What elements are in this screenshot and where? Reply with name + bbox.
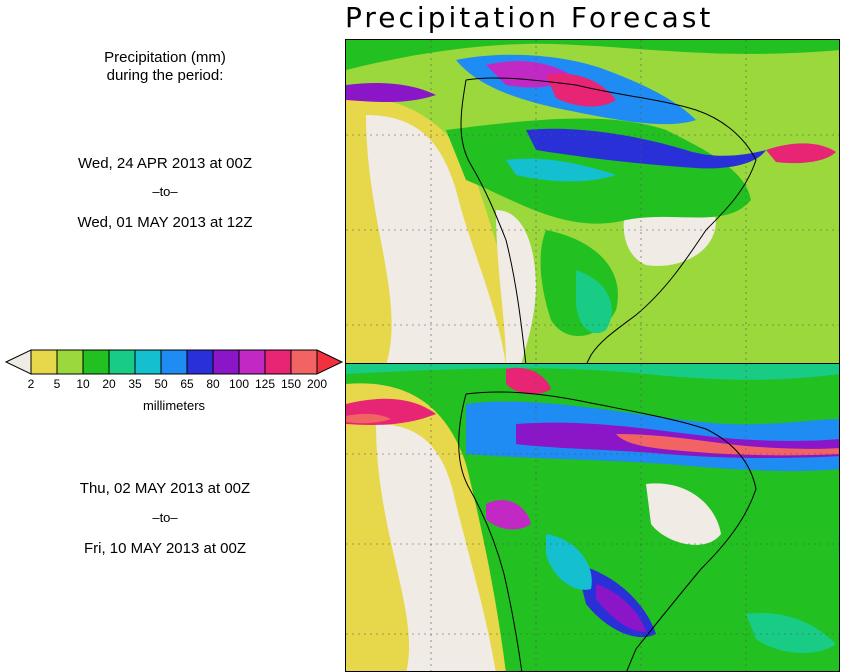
maps-container (345, 39, 840, 672)
legend-swatch (56, 349, 84, 375)
legend-tick-label: 150 (280, 377, 302, 391)
period-heading-line2: during the period: (106, 67, 224, 84)
legend-swatch (212, 349, 240, 375)
legend-swatch (264, 349, 292, 375)
legend-tick-label: 35 (128, 377, 142, 391)
legend-swatch (134, 349, 162, 375)
period-heading-line1: Precipitation (mm) (104, 49, 226, 66)
period1-to: –to– (152, 184, 178, 199)
period1-start: Wed, 24 APR 2013 at 00Z (77, 155, 252, 172)
legend-tick-label: 20 (102, 377, 116, 391)
legend-tick-label: 80 (206, 377, 220, 391)
legend-tick-label: 200 (306, 377, 328, 391)
legend-tick-label: 10 (76, 377, 90, 391)
legend-below-arrow (4, 349, 32, 375)
period2-start: Thu, 02 MAY 2013 at 00Z (79, 480, 251, 497)
map-period2 (346, 364, 839, 671)
period2-end: Fri, 10 MAY 2013 at 00Z (83, 540, 247, 557)
legend-swatch (238, 349, 266, 375)
period1-end: Wed, 01 MAY 2013 at 12Z (77, 214, 253, 231)
map-panel-period1 (345, 39, 840, 364)
legend-tick-label: 5 (53, 377, 61, 391)
legend-above-arrow (316, 349, 344, 375)
legend-units: millimeters (142, 398, 206, 413)
legend-tick-label: 125 (254, 377, 276, 391)
color-legend: 2 5 10 20 35 50 65 80 100 125 150 200 millimeters (4, 349, 344, 419)
map-period1 (346, 40, 839, 363)
legend-swatch (290, 349, 318, 375)
legend-swatch (108, 349, 136, 375)
period2-to: –to– (152, 510, 178, 525)
legend-colorbar (4, 349, 344, 375)
legend-tick-label: 2 (27, 377, 35, 391)
legend-swatch (30, 349, 58, 375)
legend-tick-label: 65 (180, 377, 194, 391)
legend-swatch (82, 349, 110, 375)
legend-swatch (160, 349, 188, 375)
legend-tick-label: 50 (154, 377, 168, 391)
legend-swatch (186, 349, 214, 375)
legend-tick-label: 100 (228, 377, 250, 391)
chart-title: Precipitation Forecast (345, 1, 714, 34)
period-heading: Precipitation (mm) during the period: (0, 49, 330, 85)
map-panel-period2 (345, 363, 840, 672)
